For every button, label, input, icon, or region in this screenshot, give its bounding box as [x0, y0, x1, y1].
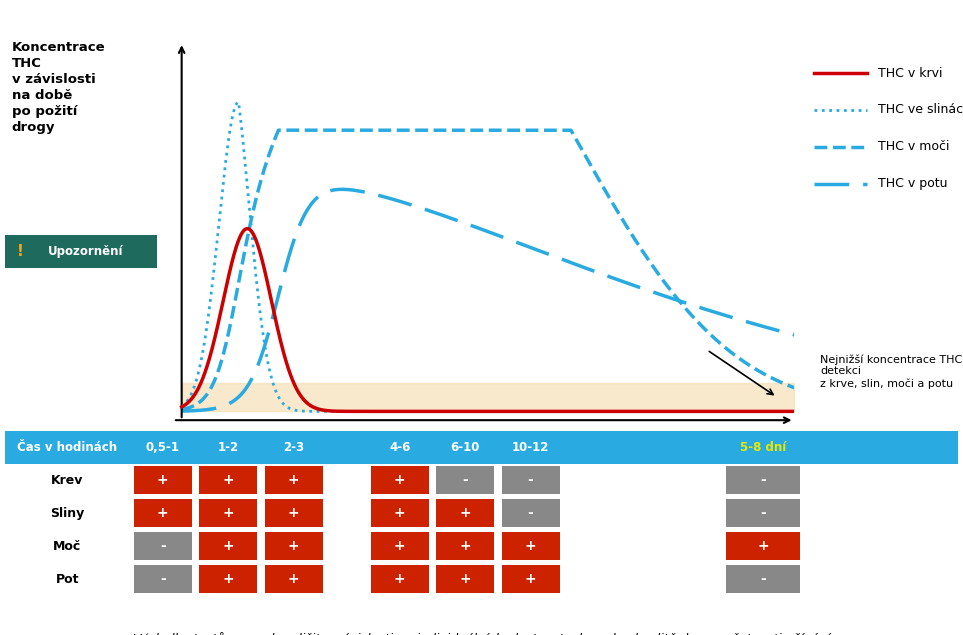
Text: 5-8 dní: 5-8 dní: [740, 441, 787, 453]
Bar: [436, 532, 494, 560]
Text: Moč: Moč: [53, 540, 82, 552]
Text: +: +: [222, 473, 234, 487]
Bar: [502, 499, 560, 527]
Bar: [5, 235, 157, 268]
Text: -: -: [761, 473, 766, 487]
Bar: [134, 532, 192, 560]
Text: Nejnižší koncentrace THC pro
detekci
z krve, slin, moči a potu: Nejnižší koncentrace THC pro detekci z k…: [820, 354, 963, 389]
Text: -: -: [528, 506, 534, 520]
Bar: [371, 499, 429, 527]
Text: čas: čas: [482, 441, 511, 457]
Text: Čas v hodinách: Čas v hodinách: [17, 441, 117, 453]
Text: +: +: [222, 506, 234, 520]
Text: -: -: [528, 473, 534, 487]
Text: -: -: [160, 572, 166, 586]
Text: +: +: [394, 572, 405, 586]
Text: +: +: [459, 539, 471, 553]
Text: Pot: Pot: [56, 573, 79, 585]
Bar: [436, 565, 494, 593]
Text: +: +: [757, 539, 769, 553]
Bar: [134, 499, 192, 527]
Text: +: +: [288, 506, 299, 520]
Text: -: -: [761, 506, 766, 520]
Text: Upozornění: Upozornění: [47, 245, 123, 258]
Text: Krev: Krev: [51, 474, 84, 486]
Text: 6-10: 6-10: [451, 441, 480, 453]
Text: +: +: [288, 539, 299, 553]
Text: +: +: [459, 572, 471, 586]
Bar: [134, 466, 192, 494]
Text: +: +: [288, 572, 299, 586]
Text: +: +: [157, 473, 169, 487]
Bar: [265, 499, 323, 527]
Bar: [199, 532, 257, 560]
Bar: [265, 466, 323, 494]
Text: +: +: [394, 473, 405, 487]
Text: +: +: [394, 506, 405, 520]
Text: +: +: [222, 572, 234, 586]
Bar: [199, 565, 257, 593]
Text: +: +: [525, 572, 536, 586]
Text: +: +: [222, 539, 234, 553]
Bar: [371, 466, 429, 494]
Text: 2-3: 2-3: [283, 441, 304, 453]
Text: Vzorek krve pro
analýzu musí být
odebrán co
nejdříve, protože
časový úsek
prokaz: Vzorek krve pro analýzu musí být odebrán…: [13, 273, 103, 404]
Text: 4-6: 4-6: [389, 441, 410, 453]
Text: Koncentrace
THC
v závislosti
na době
po požití
drogy: Koncentrace THC v závislosti na době po …: [12, 41, 105, 134]
Bar: [436, 499, 494, 527]
Bar: [265, 532, 323, 560]
Text: -: -: [761, 572, 766, 586]
Bar: [726, 499, 800, 527]
Bar: [436, 466, 494, 494]
Bar: [502, 466, 560, 494]
Bar: [134, 565, 192, 593]
Bar: [502, 565, 560, 593]
Text: THC ve slinách: THC ve slinách: [878, 104, 963, 116]
Text: +: +: [157, 506, 169, 520]
Bar: [502, 532, 560, 560]
Bar: [726, 466, 800, 494]
Text: Sliny: Sliny: [50, 507, 85, 519]
Text: +: +: [288, 473, 299, 487]
Text: !: !: [16, 244, 23, 259]
Text: THC v potu: THC v potu: [878, 177, 948, 190]
Text: Výsledky testů se  mohou lišit v závislosti na individuálních vlastnostech osoby: Výsledky testů se mohou lišit v závislos…: [133, 632, 830, 635]
Text: THC v krvi: THC v krvi: [878, 67, 943, 79]
Bar: [265, 565, 323, 593]
Text: +: +: [459, 506, 471, 520]
Bar: [199, 466, 257, 494]
Bar: [726, 532, 800, 560]
Text: 10-12: 10-12: [512, 441, 549, 453]
Text: -: -: [160, 539, 166, 553]
Text: 1-2: 1-2: [218, 441, 239, 453]
Bar: [371, 532, 429, 560]
Text: +: +: [394, 539, 405, 553]
Bar: [726, 565, 800, 593]
Text: 0,5-1: 0,5-1: [145, 441, 180, 453]
Text: +: +: [525, 539, 536, 553]
Bar: [199, 499, 257, 527]
Bar: [371, 565, 429, 593]
Text: -: -: [462, 473, 468, 487]
Text: THC v moči: THC v moči: [878, 140, 950, 153]
